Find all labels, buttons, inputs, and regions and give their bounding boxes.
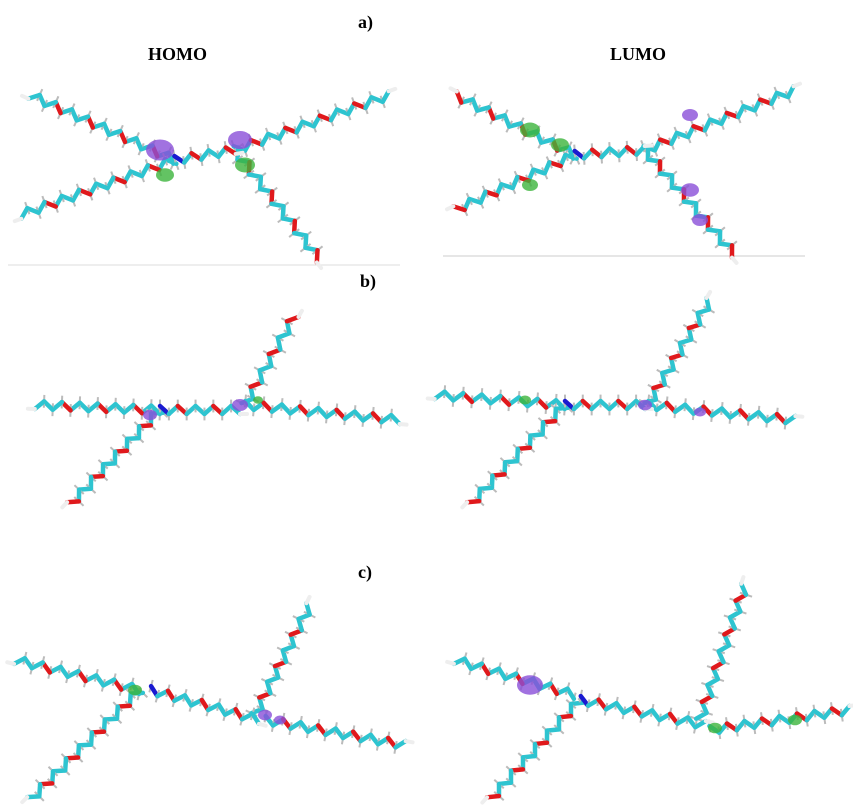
terminal	[317, 262, 321, 268]
orbital-lobe	[228, 131, 252, 149]
terminal	[451, 88, 457, 91]
terminal	[447, 662, 454, 664]
terminal	[849, 705, 853, 706]
terminal	[7, 662, 14, 664]
orbital-lobe	[520, 123, 540, 138]
orbital-lobe	[156, 168, 174, 182]
orbital-lobe	[788, 715, 802, 726]
terminal	[707, 292, 711, 298]
figure: a) HOMO LUMO b) c)	[0, 0, 853, 806]
panel-label: a)	[358, 12, 373, 33]
orbital-lobe	[694, 408, 706, 417]
orbital-lobe	[681, 183, 699, 197]
terminal	[406, 741, 413, 742]
terminal	[306, 597, 309, 603]
orbital-lobe	[146, 140, 174, 161]
orbital-lobe	[551, 138, 569, 152]
terminal	[259, 724, 266, 726]
terminal	[732, 258, 737, 263]
column-title: LUMO	[610, 44, 666, 64]
orbital-lobe	[519, 396, 531, 405]
terminal	[22, 797, 27, 802]
column-title: HOMO	[148, 44, 207, 64]
orbital-lobe	[258, 710, 272, 721]
orbital-lobe	[517, 675, 543, 695]
terminal	[706, 721, 713, 722]
terminal	[447, 206, 453, 209]
orbital-lobe	[143, 410, 157, 421]
orbital-lobe	[638, 400, 652, 411]
terminal	[428, 398, 435, 399]
terminal	[794, 84, 800, 87]
panel-label: c)	[358, 562, 372, 583]
terminal	[389, 89, 396, 91]
orbital-lobe	[128, 685, 142, 696]
orbital-lobe	[692, 214, 708, 226]
terminal	[795, 416, 802, 417]
terminal	[741, 577, 743, 584]
orbital-lobe	[232, 399, 248, 411]
terminal	[462, 502, 467, 507]
panel-label: b)	[360, 271, 376, 292]
orbital-lobe	[522, 179, 538, 191]
terminal	[482, 797, 487, 802]
orbital-lobe	[682, 109, 698, 121]
molecules	[7, 84, 853, 803]
terminal	[15, 219, 22, 221]
terminal	[62, 502, 67, 507]
page: a) HOMO LUMO b) c) (() => { const data =…	[0, 0, 853, 806]
terminal	[22, 96, 28, 99]
terminal	[400, 424, 407, 425]
orbital-lobe	[253, 396, 263, 404]
orbital-lobe	[235, 158, 255, 173]
orbital-lobe	[708, 723, 722, 734]
terminal	[236, 153, 243, 154]
terminal	[298, 311, 301, 317]
orbital-lobe	[274, 716, 286, 725]
